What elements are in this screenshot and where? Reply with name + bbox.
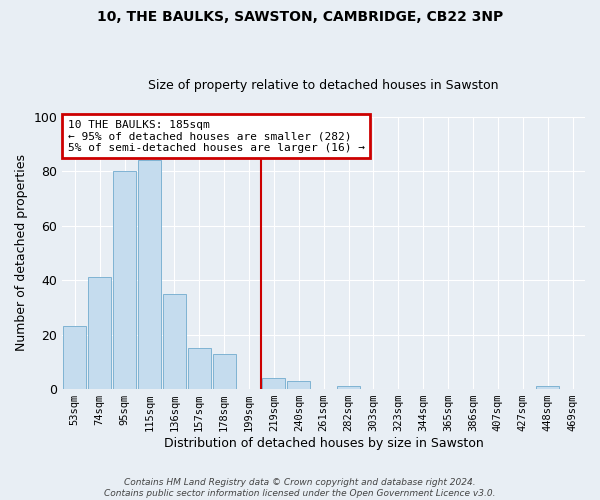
Bar (163, 294, 186, 389)
X-axis label: Distribution of detached houses by size in Sawston: Distribution of detached houses by size … (164, 437, 484, 450)
Bar (113, 171, 136, 389)
Bar (88, 278, 111, 389)
Bar (138, 160, 161, 389)
Bar (536, 386, 559, 389)
Text: 10 THE BAULKS: 185sqm
← 95% of detached houses are smaller (282)
5% of semi-deta: 10 THE BAULKS: 185sqm ← 95% of detached … (68, 120, 365, 152)
Text: Contains HM Land Registry data © Crown copyright and database right 2024.
Contai: Contains HM Land Registry data © Crown c… (104, 478, 496, 498)
Title: Size of property relative to detached houses in Sawston: Size of property relative to detached ho… (148, 79, 499, 92)
Text: 10, THE BAULKS, SAWSTON, CAMBRIDGE, CB22 3NP: 10, THE BAULKS, SAWSTON, CAMBRIDGE, CB22… (97, 10, 503, 24)
Bar (63, 326, 86, 389)
Bar (188, 348, 211, 389)
Bar (337, 386, 360, 389)
Y-axis label: Number of detached properties: Number of detached properties (15, 154, 28, 352)
Bar (212, 354, 236, 389)
Bar (262, 378, 286, 389)
Bar (287, 381, 310, 389)
